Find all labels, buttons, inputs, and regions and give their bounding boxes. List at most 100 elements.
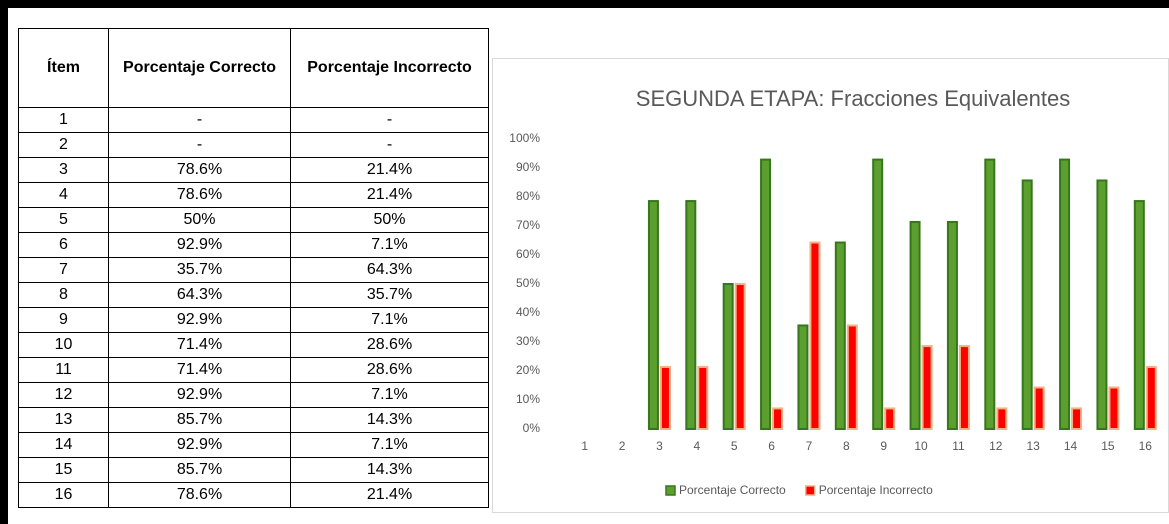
x-tick-label: 7 [806, 439, 813, 453]
table-cell: 7.1% [290, 232, 489, 258]
legend-swatch [804, 485, 816, 496]
y-tick-label: 10% [516, 392, 540, 406]
y-tick-label: 80% [516, 189, 540, 203]
bar [958, 345, 970, 430]
bar [1108, 386, 1120, 430]
y-tick-label: 40% [516, 305, 540, 319]
legend-label: Porcentaje Incorrecto [819, 483, 933, 497]
table-cell: 92.9% [108, 307, 291, 333]
table-cell: 85.7% [108, 457, 291, 483]
table-cell: 7.1% [290, 432, 489, 458]
x-tick-label: 12 [989, 439, 1003, 453]
table-cell: 8 [18, 282, 109, 308]
table-cell: 71.4% [108, 332, 291, 358]
table-row: 5 50% 50% [18, 207, 489, 233]
bar [697, 365, 709, 431]
table-cell: 21.4% [290, 157, 489, 183]
table-cell: 16 [18, 482, 109, 508]
x-tick-label: 15 [1101, 439, 1115, 453]
legend-label: Porcentaje Correcto [679, 483, 786, 497]
page: Ítem Porcentaje Correcto Porcentaje Incorr… [8, 8, 1169, 524]
bar [734, 283, 746, 430]
table-row: 2-- [18, 132, 489, 158]
table-body: 1- -2- -3 78.6% 21.4% 4 78.6% 21.4% 5 50% 50% 6 92.9… [18, 107, 489, 508]
table-row: 16 78.6% 21.4% [18, 482, 489, 508]
header-cell: Porcentaje Incorrecto [290, 28, 489, 108]
x-tick-label: 13 [1027, 439, 1041, 453]
table-row: 8 64.3% 35.7% [18, 282, 489, 308]
bar [1145, 365, 1157, 431]
table-cell: 4 [18, 182, 109, 208]
table-cell: 28.6% [290, 332, 489, 358]
table-cell: 50% [290, 207, 489, 233]
table-cell: 35.7% [108, 257, 291, 283]
table-row: 7 35.7% 64.3% [18, 257, 489, 283]
table-cell: 5 [18, 207, 109, 233]
bar [685, 200, 697, 430]
x-tick-label: 8 [843, 439, 850, 453]
y-tick-label: 100% [509, 131, 540, 145]
x-tick-label: 4 [693, 439, 700, 453]
table-cell: 7.1% [290, 307, 489, 333]
y-tick-label: 70% [516, 218, 540, 232]
table-row: 14 92.9% 7.1% [18, 432, 489, 458]
bar [797, 324, 809, 430]
bar [996, 407, 1008, 431]
table-row: 3 78.6% 21.4% [18, 157, 489, 183]
table-cell: 92.9% [108, 382, 291, 408]
bar [1071, 407, 1083, 431]
table-row: 10 71.4% 28.6% [18, 332, 489, 358]
y-tick-label: 0% [523, 421, 541, 435]
bar [846, 324, 858, 430]
bar [984, 158, 996, 430]
table-cell: 7.1% [290, 382, 489, 408]
table-cell: - [108, 107, 291, 133]
bar [1021, 179, 1033, 430]
table-cell: 9 [18, 307, 109, 333]
y-tick-label: 30% [516, 334, 540, 348]
x-tick-label: 3 [656, 439, 663, 453]
bar [834, 241, 846, 430]
chart-frame [492, 58, 1169, 513]
table-cell: 2 [18, 132, 109, 158]
table-cell: 14.3% [290, 407, 489, 433]
table-row: 1-- [18, 107, 489, 133]
bar [872, 158, 884, 430]
y-tick-label: 20% [516, 363, 540, 377]
x-tick-label: 5 [731, 439, 738, 453]
table-cell: - [290, 132, 489, 158]
table-cell: 7 [18, 257, 109, 283]
x-tick-label: 11 [952, 439, 965, 453]
table-cell: 15 [18, 457, 109, 483]
x-tick-label: 2 [619, 439, 626, 453]
bar [884, 407, 896, 431]
x-tick-label: 10 [914, 439, 928, 453]
bar [1096, 179, 1108, 430]
bar [722, 283, 734, 430]
table-cell: 21.4% [290, 482, 489, 508]
table-cell: 14 [18, 432, 109, 458]
bar [659, 365, 671, 431]
table-cell: 21.4% [290, 182, 489, 208]
chart-title: SEGUNDA ETAPA: Fracciones Equivalentes [636, 86, 1070, 111]
bar [1033, 386, 1045, 430]
table-cell: 92.9% [108, 232, 291, 258]
x-tick-label: 16 [1139, 439, 1153, 453]
table-row: 15 85.7% 14.3% [18, 457, 489, 483]
table-cell: 6 [18, 232, 109, 258]
table-cell: 64.3% [108, 282, 291, 308]
header-cell: Porcentaje Correcto [108, 28, 291, 108]
table-row: 6 92.9% 7.1% [18, 232, 489, 258]
table-cell: 85.7% [108, 407, 291, 433]
table-cell: 28.6% [290, 357, 489, 383]
chart: SEGUNDA ETAPA: Fracciones Equivalentes 0… [492, 58, 1169, 513]
bar [946, 220, 958, 430]
x-tick-label: 1 [581, 439, 588, 453]
table-cell: 1 [18, 107, 109, 133]
table-cell: - [108, 132, 291, 158]
table-cell: 71.4% [108, 357, 291, 383]
table-row: 9 92.9% 7.1% [18, 307, 489, 333]
table-cell: 12 [18, 382, 109, 408]
table-cell: 64.3% [290, 257, 489, 283]
bar [760, 158, 772, 430]
